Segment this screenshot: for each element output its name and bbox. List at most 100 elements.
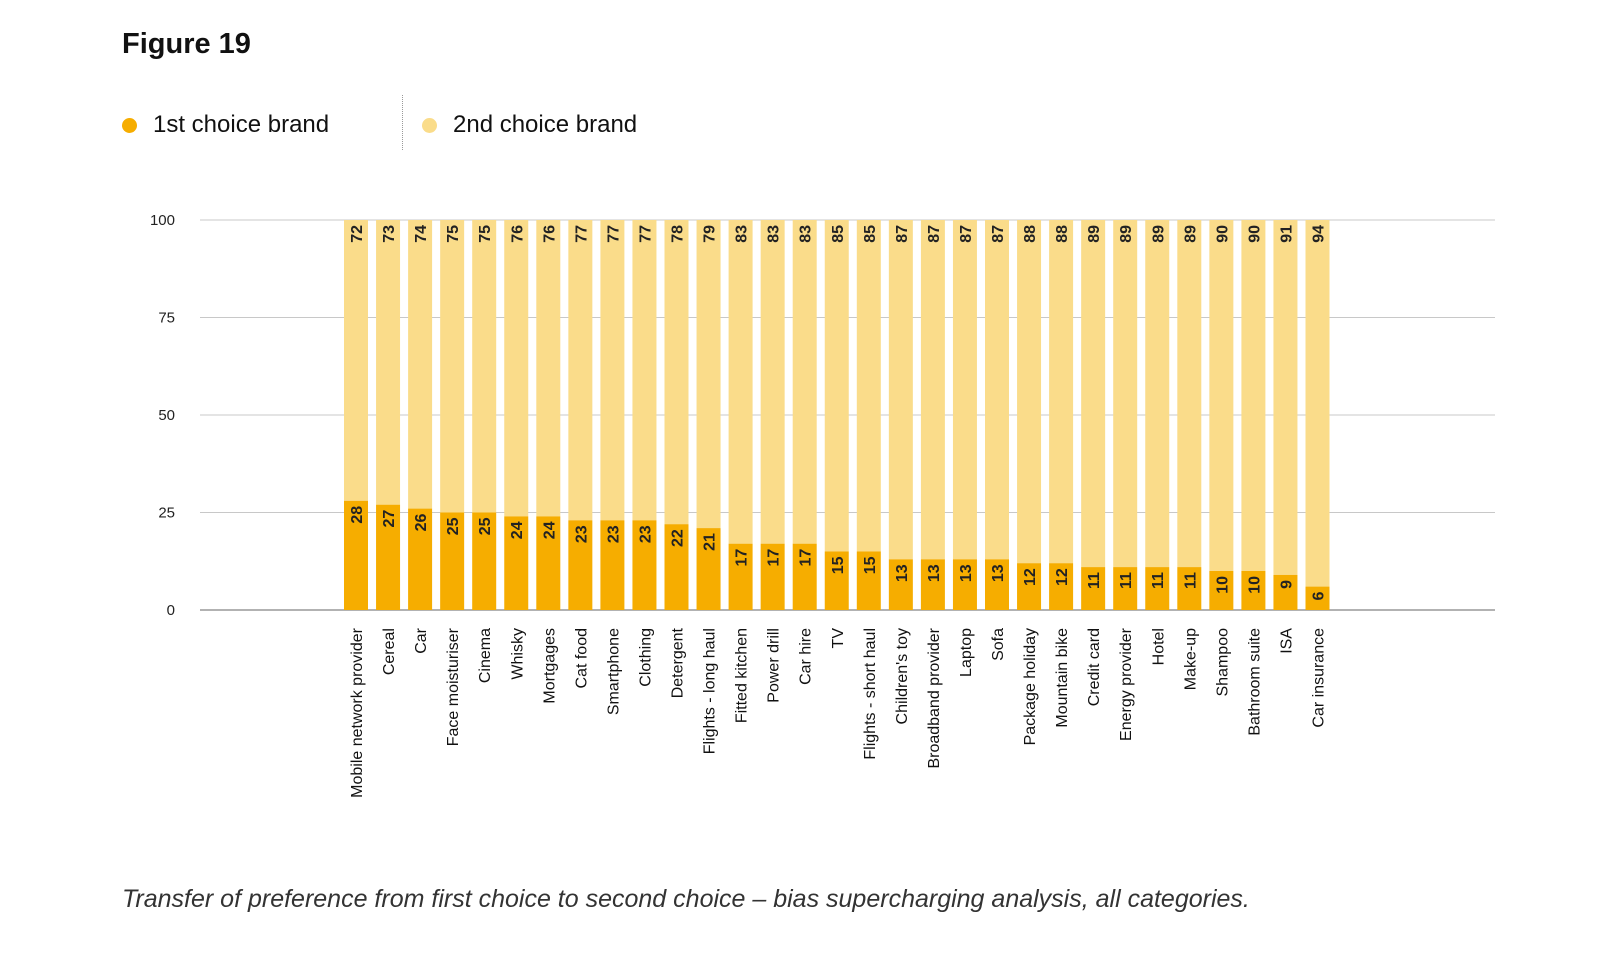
data-label-second-choice: 75 [477,225,494,243]
data-label-first-choice: 13 [926,564,943,582]
data-label-second-choice: 89 [1118,225,1135,243]
bar-first-choice [344,500,368,610]
data-label-first-choice: 23 [637,525,654,543]
x-tick-label: ISA [1278,628,1295,654]
bar-second-choice [920,220,945,560]
bar-first-choice [696,528,721,610]
bar-first-choice [824,551,849,610]
x-tick-label: Face moisturiser [445,627,462,746]
x-tick-label: Credit card [1086,628,1103,706]
bar-first-choice [632,520,657,610]
data-label-first-choice: 9 [1278,580,1295,589]
data-label-first-choice: 22 [670,529,687,547]
bar-second-choice [952,220,977,560]
bar-first-choice [760,543,785,610]
bar-first-choice [600,520,625,610]
bar-first-choice [472,512,497,610]
bar-first-choice [504,516,529,610]
data-label-second-choice: 89 [1182,225,1199,243]
x-tick-label: Cereal [381,628,398,675]
data-label-second-choice: 89 [1086,225,1103,243]
x-tick-label: Flights - long haul [702,628,719,754]
bar-second-choice [504,220,529,517]
data-label-first-choice: 23 [605,525,622,543]
data-label-second-choice: 77 [573,225,590,243]
data-label-second-choice: 76 [541,225,558,243]
data-label-second-choice: 85 [830,225,847,243]
data-label-second-choice: 85 [862,225,879,243]
data-label-first-choice: 11 [1118,572,1135,589]
data-label-second-choice: 89 [1150,225,1167,243]
x-tick-label: Package holiday [1022,628,1039,745]
bar-second-choice [1305,220,1330,587]
data-label-first-choice: 11 [1182,572,1199,589]
data-label-second-choice: 73 [381,225,398,243]
bar-first-choice [985,559,1009,610]
data-label-second-choice: 83 [766,225,783,243]
bar-first-choice [1049,563,1074,610]
data-label-second-choice: 88 [1054,225,1071,243]
bar-first-choice [536,516,561,610]
y-tick-label: 25 [158,505,175,522]
x-tick-label: Bathroom suite [1246,628,1263,736]
x-tick-label: Cinema [477,628,494,683]
data-label-first-choice: 24 [541,521,558,539]
legend-label-second-choice: 2nd choice brand [453,111,638,138]
stacked-bar-chart: 0 25 50 75 100 72 28 Mobile network provider 73 2… [150,212,1495,798]
bar-first-choice [568,520,593,610]
data-label-first-choice: 17 [766,549,783,567]
data-label-first-choice: 15 [830,556,847,574]
data-label-first-choice: 12 [1054,568,1071,586]
bar-second-choice [985,220,1009,560]
bar-first-choice [664,524,689,610]
data-label-first-choice: 25 [477,517,494,535]
data-label-second-choice: 74 [413,225,430,243]
data-label-first-choice: 23 [573,525,590,543]
bar-second-choice [1177,220,1202,568]
bar-second-choice [1145,220,1170,568]
legend-label-first-choice: 1st choice brand [153,111,330,138]
bar-first-choice [1081,567,1106,610]
x-tick-label: Fitted kitchen [734,628,751,723]
bar-first-choice [728,543,753,610]
bar-first-choice [408,508,433,610]
bar-first-choice [792,543,817,610]
data-label-first-choice: 11 [1150,572,1167,589]
bar-second-choice [1113,220,1138,568]
bar-first-choice [1241,571,1266,610]
x-tick-label: Shampoo [1214,628,1231,697]
bar-first-choice [888,559,913,610]
bar-second-choice [536,220,561,517]
data-label-second-choice: 90 [1246,225,1263,243]
data-label-first-choice: 21 [702,533,719,551]
data-label-first-choice: 27 [381,510,398,528]
bar-second-choice [472,220,497,513]
x-tick-label: Cat food [573,628,590,688]
legend-item-first-choice: 1st choice brand [122,111,329,139]
data-label-first-choice: 17 [734,549,751,567]
legend-item-second-choice: 2nd choice brand [422,111,637,139]
x-tick-label: Children's toy [894,628,911,724]
bar-second-choice [408,220,433,509]
x-tick-label: Car insurance [1311,628,1328,728]
bar-second-choice [600,220,625,521]
bar-first-choice [1209,571,1234,610]
bar-second-choice [696,220,721,529]
x-tick-label: Energy provider [1118,627,1135,741]
bar-first-choice [440,512,465,610]
legend-swatch-first-choice [122,117,137,133]
bar-second-choice [568,220,593,521]
data-label-second-choice: 87 [958,225,975,243]
bar-second-choice [1017,220,1042,564]
data-label-second-choice: 77 [637,225,654,243]
bar-second-choice [728,220,753,544]
bar-first-choice [1305,586,1330,610]
data-label-second-choice: 78 [670,225,687,243]
x-tick-label: Smartphone [605,628,622,715]
data-label-first-choice: 13 [958,564,975,582]
data-label-second-choice: 87 [926,225,943,243]
y-tick-label: 100 [150,212,175,229]
data-label-first-choice: 13 [990,564,1007,582]
data-label-second-choice: 87 [990,225,1007,243]
x-tick-label: Laptop [958,628,975,677]
